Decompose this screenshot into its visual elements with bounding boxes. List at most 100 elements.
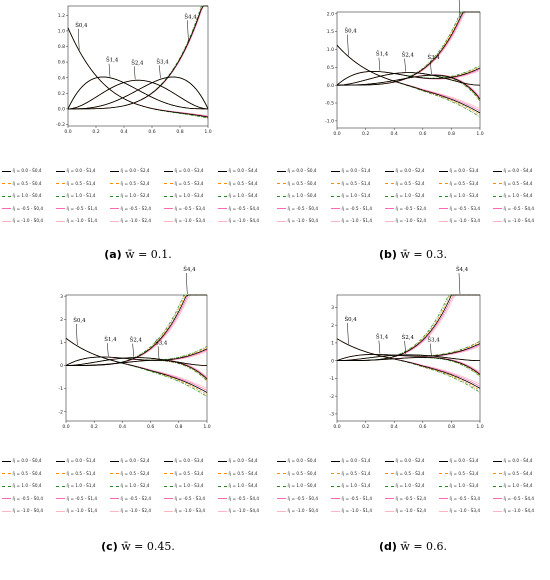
legend-swatch — [218, 195, 227, 197]
chart-panel-c: 0.0 0.2 0.4 0.6 0.8 1.0 -2 -1 0 1 2 3 Ŝ0,4 Ŝ1,4 Ŝ2,4 Ŝ3… — [0, 265, 275, 580]
y-tick-label: 0.4 — [58, 75, 65, 81]
legend-swatch — [56, 460, 65, 462]
legend-swatch — [164, 170, 173, 172]
legend-label: η̂ = 0.0 - Ŝ1,4 — [66, 458, 96, 463]
series-line-eta0-s1 — [336, 343, 481, 362]
x-tick-label: 1.0 — [204, 129, 211, 135]
legend-item: η̂ = 1.0 - Ŝ1,4 — [331, 483, 370, 488]
annotation-arrow — [430, 343, 432, 357]
legend-swatch — [110, 183, 119, 184]
series-line-eta0-s1 — [336, 67, 481, 86]
legend-item: η̂ = 0.5 - Ŝ0,4 — [2, 181, 41, 186]
legend-swatch — [164, 183, 173, 184]
chart-panel-b: 0.0 0.2 0.4 0.6 0.8 1.0 -1.0 -0.5 0.0 0.5 1.0 1.5 2.… — [275, 0, 550, 290]
legend-item: η̂ = -1.0 - Ŝ1,4 — [331, 508, 372, 513]
legend-label: η̂ = -1.0 - Ŝ3,4 — [449, 508, 481, 513]
legend-label: η̂ = 0.5 - Ŝ2,4 — [395, 180, 425, 186]
series-line-eta-0.5-s1 — [67, 76, 208, 110]
series-line-eta0.5-s0 — [67, 27, 209, 118]
legend-item: η̂ = 0.0 - Ŝ2,4 — [385, 168, 424, 173]
legend-swatch — [439, 473, 448, 474]
series-line-eta0.5-s3 — [66, 360, 208, 381]
legend-label: η̂ = 0.5 - Ŝ3,4 — [449, 470, 479, 476]
annotation-label: Ŝ0,4 — [75, 21, 88, 29]
plot-frame — [67, 5, 209, 127]
legend-item: η̂ = 0.5 - Ŝ2,4 — [110, 471, 149, 476]
legend-item: η̂ = 0.0 - Ŝ4,4 — [218, 458, 257, 463]
legend-item: η̂ = 0.0 - Ŝ0,4 — [2, 168, 41, 173]
series-line-eta0-s3 — [337, 74, 481, 100]
caption-label: (a) — [104, 248, 122, 261]
legend-item: η̂ = 0.5 - Ŝ1,4 — [56, 181, 95, 186]
x-tick-label: 0.8 — [448, 131, 455, 137]
legend-swatch — [439, 183, 448, 184]
legend-swatch — [2, 485, 11, 487]
annotation-arrow — [76, 323, 78, 345]
legend-swatch — [2, 183, 11, 184]
legend-item: η̂ = -1.0 - Ŝ1,4 — [56, 218, 97, 223]
legend-label: η̂ = -0.5 - Ŝ2,4 — [120, 205, 152, 211]
legend-label: η̂ = 0.0 - Ŝ2,4 — [395, 168, 425, 173]
annotation-label: Ŝ3,4 — [427, 336, 440, 344]
series-line-eta0-s0 — [65, 337, 208, 393]
legend-label: η̂ = 0.5 - Ŝ1,4 — [66, 180, 96, 186]
x-tick-label: 1.0 — [476, 131, 483, 137]
legend-item: η̂ = 1.0 - Ŝ2,4 — [110, 193, 149, 198]
legend-swatch — [110, 485, 119, 487]
plot-a: 0.0 0.2 0.4 0.6 0.8 1.0-0.20.00.20.40.60.81.0… — [56, 5, 212, 135]
legend-swatch — [493, 208, 502, 209]
legend-item: η̂ = 0.5 - Ŝ3,4 — [164, 181, 203, 186]
x-tick-label: 0.2 — [362, 131, 369, 137]
legend-label: η̂ = 0.5 - Ŝ1,4 — [66, 470, 96, 476]
series-line-eta1-s0 — [65, 337, 208, 397]
legend-swatch — [218, 183, 227, 184]
x-tick-label: 0.0 — [333, 131, 340, 137]
legend-swatch — [218, 510, 227, 512]
legend-swatch — [164, 220, 173, 222]
legend-item: η̂ = 1.0 - Ŝ4,4 — [493, 193, 532, 198]
legend-item: η̂ = -0.5 - Ŝ2,4 — [385, 496, 426, 501]
x-tick-label: 0.0 — [333, 424, 340, 430]
annotation-arrow — [159, 65, 161, 79]
legend-item: η̂ = 0.5 - Ŝ1,4 — [56, 471, 95, 476]
x-tick-label: 0.6 — [148, 129, 155, 135]
legend-item: η̂ = -0.5 - Ŝ0,4 — [2, 206, 43, 211]
legend-swatch — [218, 485, 227, 487]
legend-label: η̂ = -1.0 - Ŝ2,4 — [395, 508, 427, 513]
legend-item: η̂ = 1.0 - Ŝ1,4 — [56, 193, 95, 198]
legend-label: η̂ = 0.0 - Ŝ4,4 — [503, 458, 533, 463]
legend-label: η̂ = -0.5 - Ŝ2,4 — [120, 495, 152, 501]
y-tick-label: 2 — [331, 323, 334, 329]
y-tick-label: 2.0 — [327, 11, 334, 17]
legend-label: η̂ = 0.0 - Ŝ3,4 — [174, 458, 204, 463]
legend-label: η̂ = -0.5 - Ŝ3,4 — [174, 205, 206, 211]
legend-swatch — [385, 195, 394, 197]
series-line-eta0-s1 — [67, 76, 208, 110]
legend-item: η̂ = 0.5 - Ŝ0,4 — [277, 181, 316, 186]
annotation-label: Ŝ2,4 — [130, 336, 143, 344]
series-line-eta0-s2 — [67, 79, 209, 110]
y-tick-label: 0.8 — [58, 44, 65, 50]
legend-label: η̂ = -0.5 - Ŝ2,4 — [395, 495, 427, 501]
legend-swatch — [331, 195, 340, 197]
legend-item: η̂ = 0.5 - Ŝ1,4 — [331, 471, 370, 476]
annotation-arrow — [187, 20, 189, 42]
y-tick-label: -1 — [329, 376, 334, 382]
series-line-eta-1-s1 — [336, 345, 481, 361]
legend-item: η̂ = -0.5 - Ŝ0,4 — [2, 496, 43, 501]
legend-swatch — [56, 183, 65, 184]
legend-item: η̂ = 0.0 - Ŝ3,4 — [164, 168, 203, 173]
legend-label: η̂ = 1.0 - Ŝ1,4 — [66, 193, 96, 198]
legend-item: η̂ = 0.0 - Ŝ1,4 — [56, 458, 95, 463]
plot-frame — [65, 294, 208, 422]
annotation-arrow — [430, 61, 432, 75]
legend-item: η̂ = -0.5 - Ŝ1,4 — [331, 496, 372, 501]
legend-swatch — [110, 473, 119, 474]
legend-item: η̂ = -0.5 - Ŝ3,4 — [439, 206, 480, 211]
legend-item: η̂ = 0.5 - Ŝ3,4 — [439, 181, 478, 186]
legend-item: η̂ = 0.5 - Ŝ3,4 — [439, 471, 478, 476]
y-tick-label: 0.5 — [327, 65, 334, 71]
y-tick-label: 1.2 — [58, 13, 65, 19]
legend-swatch — [439, 498, 448, 499]
legend-swatch — [385, 183, 394, 184]
